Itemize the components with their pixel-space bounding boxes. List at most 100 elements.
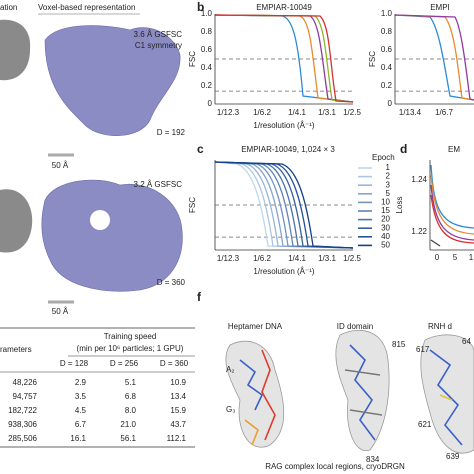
table-cell: 13.4 [170, 392, 186, 401]
table-cell: 182,722 [8, 406, 37, 415]
y-tick-label: 0.4 [381, 63, 393, 72]
y-tick-label: 0.6 [201, 45, 213, 54]
residue-label: 621 [418, 420, 432, 429]
table-cell: 15.9 [170, 406, 186, 415]
x-tick-label: 1/4.1 [288, 108, 306, 117]
y-axis-label: FSC [188, 197, 197, 213]
panel-label: f [197, 290, 202, 304]
x-axis-label: 1/resolution (Å⁻¹) [253, 121, 314, 130]
table-cell: 43.7 [170, 420, 186, 429]
box-size: D = 360 [157, 278, 186, 287]
x-tick-label: 1/4.1 [288, 254, 306, 263]
table-cell: 285,506 [8, 434, 37, 443]
legend-label: 30 [381, 223, 390, 232]
caption: RAG complex local regions, cryoDRGN [265, 462, 405, 471]
column-header: D = 360 [160, 359, 189, 368]
table-cell: 3.5 [75, 392, 87, 401]
legend-label: 50 [381, 241, 390, 250]
legend-label: 15 [381, 206, 390, 215]
fsc-chart: 1/12.3 1/6.2 1/4.1 1/3.1 1/2.5 FSC 1/resolutio… [188, 145, 395, 276]
x-tick-label: 1/2.5 [343, 108, 361, 117]
table-cell: 16.1 [70, 434, 86, 443]
table-header: rameters [0, 345, 32, 354]
residue-label: A₂ [226, 365, 234, 374]
y-tick-label: 0.4 [201, 63, 213, 72]
y-tick-label: 0.8 [381, 27, 393, 36]
region-label: Heptamer DNA [228, 322, 283, 331]
x-tick-label: 1/13.4 [399, 108, 422, 117]
x-tick-label: 0 [435, 253, 440, 262]
table-cell: 21.0 [120, 420, 136, 429]
fsc-curve [214, 161, 354, 249]
residue-label: 815 [392, 340, 406, 349]
fsc-chart: 0 0.2 0.4 0.6 0.8 1.0 1/13.4 1/6.7 FSC EMPI [368, 3, 474, 117]
x-axis-label: 1/resolution (Å⁻¹) [253, 267, 314, 276]
legend-label: 2 [386, 172, 391, 181]
table-cell: 112.1 [167, 434, 187, 443]
region-label: RNH d [428, 322, 452, 331]
scale-label: 50 Å [52, 161, 69, 170]
legend-label: 5 [386, 189, 391, 198]
map-resolution: 3.2 Å GSFSC [134, 180, 183, 189]
panel-label: b [197, 0, 204, 14]
gray-map [0, 19, 33, 253]
box-size: D = 192 [157, 128, 186, 137]
table-body: D = 128 D = 256 D = 360 48,226 2.9 5.1 10.9 94,… [8, 359, 189, 443]
x-tick-label: 1/6.2 [253, 108, 271, 117]
chart-title: EMPI [430, 3, 450, 12]
chart-title: EMPIAR-10049, 1,024 × 3 [241, 145, 335, 154]
residue-label: 834 [366, 455, 380, 464]
region-label: ID domain [337, 322, 373, 331]
column-header: D = 128 [60, 359, 89, 368]
column-header: D = 256 [110, 359, 139, 368]
table-cell: 6.7 [75, 420, 87, 429]
fsc-curve [214, 161, 354, 249]
fsc-curve [214, 161, 354, 249]
y-tick-label: 1.22 [411, 227, 427, 236]
legend-label: 40 [381, 232, 390, 241]
table-cell: 8.0 [125, 406, 137, 415]
x-tick-label: 1/6.7 [435, 108, 453, 117]
y-tick-label: 0.6 [381, 45, 393, 54]
table-cell: 56.1 [120, 434, 136, 443]
table-header: Training speed [104, 332, 157, 341]
panel-a-title: ation [0, 3, 17, 12]
map-hole [90, 210, 110, 230]
y-axis-label: FSC [188, 51, 197, 67]
residue-label: 617 [416, 345, 430, 354]
y-tick-label: 1.0 [201, 9, 213, 18]
fsc-curve [214, 161, 354, 249]
residue-label: G₃ [226, 405, 235, 414]
chart-title: EMPIAR-10049 [256, 3, 312, 12]
x-tick-label: 1/3.1 [318, 108, 336, 117]
voxel-map [41, 25, 183, 292]
y-axis-label: Loss [395, 197, 404, 214]
legend-label: 20 [381, 215, 390, 224]
y-tick-label: 0 [208, 99, 213, 108]
y-tick-label: 0.2 [201, 81, 213, 90]
fsc-chart: 0 0.2 0.4 0.6 0.8 1.0 1/12.3 1/6.2 1/4.1 1/3.1 1/2… [188, 3, 361, 130]
legend-title: Epoch [372, 153, 395, 162]
table-header: (min per 10⁶ particles; 1 GPU) [77, 344, 184, 353]
legend-label: 1 [386, 163, 391, 172]
chart-title: EM [448, 145, 460, 154]
fsc-curve [214, 161, 354, 249]
loss-chart [429, 160, 474, 251]
x-tick-label: 1/12.3 [217, 254, 240, 263]
x-tick-label: 1/2.5 [343, 254, 361, 263]
y-tick-label: 0 [388, 99, 393, 108]
table-cell: 94,757 [13, 392, 38, 401]
x-tick-label: 1 [469, 253, 474, 262]
panel-a-title: Voxel-based representation [38, 3, 135, 12]
fsc-curve [214, 161, 354, 249]
table-cell: 2.9 [75, 378, 87, 387]
y-tick-label: 0.8 [201, 27, 213, 36]
fsc-curve [214, 161, 354, 249]
y-tick-label: 0.2 [381, 81, 393, 90]
table-cell: 10.9 [170, 378, 186, 387]
legend-label: 10 [381, 198, 390, 207]
table-cell: 48,226 [13, 378, 38, 387]
legend-label: 3 [386, 180, 391, 189]
residue-label: 639 [446, 452, 460, 461]
